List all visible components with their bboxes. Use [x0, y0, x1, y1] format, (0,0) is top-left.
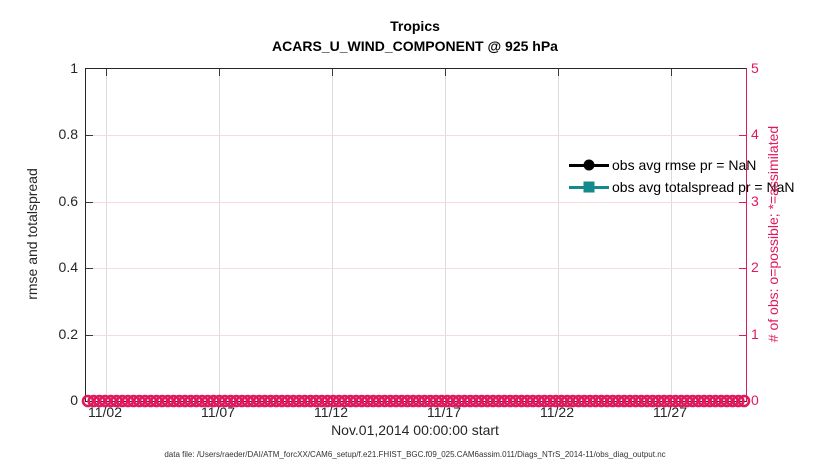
y-right-tick-mark [739, 268, 746, 270]
y-left-tick-mark [86, 334, 93, 336]
x-tick-label: 11/17 [427, 404, 461, 420]
y-left-tick-label: 0.2 [58, 326, 78, 342]
x-tick-mark [671, 69, 673, 76]
horizontal-gridline [86, 201, 746, 203]
y-left-tick-label: 0.6 [58, 193, 78, 209]
legend-label-rmse: obs avg rmse pr = NaN [612, 157, 757, 173]
possible-obs-marker-band [81, 394, 751, 408]
legend-entry-totalspread: obs avg totalspread pr = NaN [569, 176, 795, 198]
x-tick-label: 11/12 [314, 404, 348, 420]
y-right-tick-mark [739, 135, 746, 137]
y-right-axis-label: # of obs: o=possible; *=assimilated [765, 125, 781, 343]
horizontal-gridline [86, 268, 746, 270]
y-left-tick-mark [86, 135, 93, 137]
horizontal-gridline [86, 334, 746, 336]
y-left-tick-label: 0 [70, 392, 78, 408]
y-right-tick-mark [739, 334, 746, 336]
y-right-tick-label: 1 [751, 326, 759, 342]
y-left-tick-label: 0.8 [58, 126, 78, 142]
y-left-tick-mark [86, 268, 93, 270]
y-right-tick-label: 4 [751, 126, 759, 142]
y-left-axis-label: rmse and totalspread [24, 168, 40, 300]
y-right-tick-label: 2 [751, 259, 759, 275]
square-marker-icon [583, 181, 595, 193]
y-left-tick-label: 0.4 [58, 259, 78, 275]
horizontal-gridline [86, 135, 746, 137]
x-tick-label: 11/27 [653, 404, 687, 420]
x-tick-mark [558, 69, 560, 76]
circle-marker-icon [583, 159, 595, 171]
chart-subtitle: ACARS_U_WIND_COMPONENT @ 925 hPa [272, 38, 558, 54]
x-tick-label: 11/22 [540, 404, 574, 420]
vertical-gridline [218, 69, 220, 401]
y-right-tick-label: 5 [751, 60, 759, 76]
x-tick-label: 11/02 [88, 404, 122, 420]
legend-line-teal [569, 181, 609, 193]
legend-label-totalspread: obs avg totalspread pr = NaN [612, 179, 795, 195]
x-tick-mark [444, 69, 446, 76]
data-file-path: data file: /Users/raeder/DAI/ATM_forcXX/… [164, 450, 666, 459]
y-right-tick-label: 3 [751, 193, 759, 209]
vertical-gridline [671, 69, 673, 401]
legend-entry-rmse: obs avg rmse pr = NaN [569, 154, 795, 176]
vertical-gridline [444, 69, 446, 401]
x-tick-mark [105, 69, 107, 76]
plot-area: obs avg rmse pr = NaN obs avg totalsprea… [81, 68, 795, 408]
y-right-tick-label: 0 [751, 392, 759, 408]
legend-line-black [569, 159, 609, 171]
x-axis-label: Nov.01,2014 00:00:00 start [331, 422, 499, 438]
x-tick-mark [331, 69, 333, 76]
y-left-tick-mark [86, 201, 93, 203]
vertical-gridline [105, 69, 107, 401]
y-left-tick-label: 1 [70, 60, 78, 76]
vertical-gridline [331, 69, 333, 401]
y-right-tick-mark [739, 201, 746, 203]
x-tick-label: 11/07 [201, 404, 235, 420]
vertical-gridline [558, 69, 560, 401]
chart-title: Tropics [390, 18, 440, 34]
legend: obs avg rmse pr = NaN obs avg totalsprea… [569, 154, 795, 198]
x-tick-mark [218, 69, 220, 76]
